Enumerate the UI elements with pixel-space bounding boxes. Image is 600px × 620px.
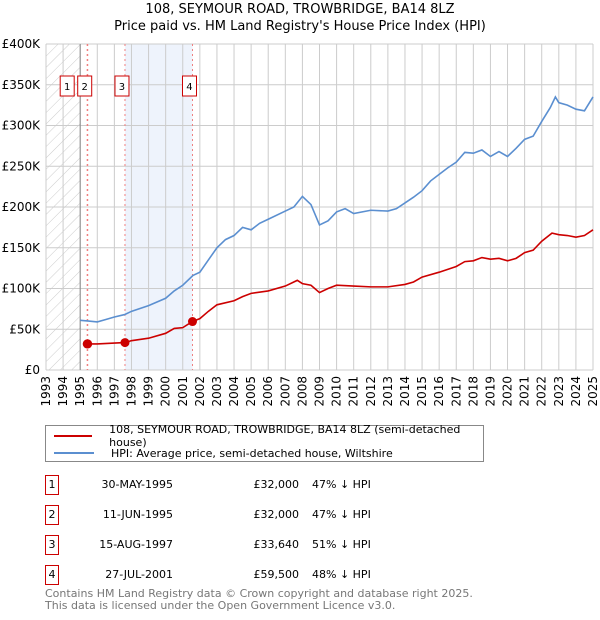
- transaction-hpi-diff: 51% ↓ HPI: [312, 538, 371, 551]
- y-tick-label: £300K: [2, 119, 42, 133]
- hpi-line: [80, 95, 594, 323]
- legend-item-hpi: HPI: Average price, semi-detached house,…: [54, 445, 393, 461]
- legend-label: 108, SEYMOUR ROAD, TROWBRIDGE, BA14 8LZ …: [109, 423, 461, 449]
- chart-subtitle: Price paid vs. HM Land Registry's House …: [114, 19, 486, 34]
- x-tick-label: 1993: [39, 376, 53, 407]
- x-tick-label: 1999: [142, 376, 156, 407]
- sale-marker-label: 4: [186, 82, 192, 93]
- sale-marker-box: [77, 75, 93, 97]
- transaction-hpi-diff: 47% ↓ HPI: [312, 478, 371, 491]
- transaction-number-badge: 2: [45, 505, 59, 525]
- x-tick-label: 1998: [124, 376, 138, 407]
- sale-point: [120, 338, 130, 348]
- transaction-date: 15-AUG-1997: [99, 538, 173, 551]
- transaction-row: 2 11-JUN-1995 £32,000 47% ↓ HPI: [45, 505, 445, 525]
- price-chart: 1993 1994 1995 1996 1997 1998 1999 2000 2001 2002…: [2, 37, 600, 407]
- sale-marker-box: [181, 75, 197, 97]
- x-tick-label: 2025: [586, 376, 600, 407]
- x-tick-label: 2007: [278, 376, 292, 407]
- y-tick-label: £100K: [2, 282, 42, 296]
- y-tick-label: £150K: [2, 241, 42, 255]
- y-tick-label: £50K: [9, 322, 41, 336]
- x-tick-label: 2010: [330, 376, 344, 407]
- sale-point: [187, 317, 197, 327]
- x-tick-label: 2008: [295, 376, 309, 407]
- transaction-price: £33,640: [253, 538, 300, 551]
- transaction-number-badge: 4: [45, 565, 59, 585]
- x-tick-label: 2011: [347, 376, 361, 407]
- transaction-price: £32,000: [253, 508, 300, 521]
- x-tick-label: 2016: [432, 376, 446, 407]
- legend-label: HPI: Average price, semi-detached house,…: [111, 446, 393, 460]
- y-tick-label: £250K: [2, 159, 42, 173]
- x-tick-label: 2018: [466, 376, 480, 407]
- x-tick-label: 2002: [193, 376, 207, 407]
- x-tick-label: 2017: [449, 376, 463, 407]
- x-tick-label: 2004: [227, 376, 241, 407]
- x-tick-label: 2005: [244, 376, 258, 407]
- x-tick-label: 2003: [210, 376, 224, 407]
- transaction-hpi-diff: 48% ↓ HPI: [312, 568, 371, 581]
- y-tick-label: £400K: [2, 37, 42, 51]
- legend-blue-line: [54, 452, 94, 454]
- sale-marker-box: [114, 75, 130, 97]
- legend-item-property: 108, SEYMOUR ROAD, TROWBRIDGE, BA14 8LZ …: [54, 423, 483, 449]
- x-tick-label: 1997: [107, 376, 121, 407]
- x-tick-label: 2022: [535, 376, 549, 407]
- sale-marker-label: 3: [119, 82, 125, 93]
- sale-marker-box: [59, 75, 75, 97]
- legend-red-line: [54, 435, 93, 437]
- chart-legend: 108, SEYMOUR ROAD, TROWBRIDGE, BA14 8LZ …: [45, 423, 484, 462]
- x-tick-label: 2023: [552, 376, 566, 407]
- sale-marker-label: 1: [64, 82, 70, 93]
- y-tick-label: £200K: [2, 200, 42, 214]
- y-tick-label: £0: [25, 363, 40, 377]
- x-tick-label: 2013: [381, 376, 395, 407]
- x-tick-label: 1994: [56, 376, 70, 407]
- transaction-row: 3 15-AUG-1997 £33,640 51% ↓ HPI: [45, 535, 445, 555]
- x-tick-label: 2009: [313, 376, 327, 407]
- x-tick-label: 2014: [398, 376, 412, 407]
- footer-copyright: Contains HM Land Registry data © Crown c…: [45, 587, 473, 600]
- transaction-hpi-diff: 47% ↓ HPI: [312, 508, 371, 521]
- x-tick-label: 2006: [261, 376, 275, 407]
- x-tick-label: 1995: [73, 376, 87, 407]
- x-tick-label: 1996: [90, 376, 104, 407]
- x-tick-label: 2019: [483, 376, 497, 407]
- transaction-price: £59,500: [253, 568, 300, 581]
- x-tick-label: 2015: [415, 376, 429, 407]
- footer-licence: This data is licensed under the Open Gov…: [45, 599, 396, 612]
- transaction-date: 11-JUN-1995: [102, 508, 173, 521]
- chart-title: 108, SEYMOUR ROAD, TROWBRIDGE, BA14 8LZ: [145, 2, 455, 17]
- transaction-row: 4 27-JUL-2001 £59,500 48% ↓ HPI: [45, 565, 445, 585]
- transaction-date: 30-MAY-1995: [101, 478, 173, 491]
- x-tick-label: 2012: [364, 376, 378, 407]
- x-tick-label: 2020: [501, 376, 515, 407]
- x-tick-label: 2001: [176, 376, 190, 407]
- transaction-price: £32,000: [253, 478, 300, 491]
- sale-marker-label: 2: [82, 82, 88, 93]
- transaction-row: 1 30-MAY-1995 £32,000 47% ↓ HPI: [45, 475, 445, 495]
- transaction-number-badge: 3: [45, 535, 59, 555]
- transaction-date: 27-JUL-2001: [105, 568, 173, 581]
- price-paid-line: [87, 229, 594, 345]
- x-tick-label: 2021: [518, 376, 532, 407]
- transaction-number-badge: 1: [45, 475, 59, 495]
- y-tick-label: £350K: [2, 78, 42, 92]
- x-tick-label: 2024: [569, 376, 583, 407]
- sale-point: [83, 339, 93, 349]
- x-tick-label: 2000: [159, 376, 173, 407]
